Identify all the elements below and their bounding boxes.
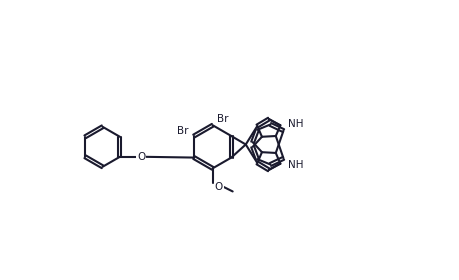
Text: NH: NH [287,119,303,129]
Text: O: O [214,182,223,192]
Text: Br: Br [177,126,189,136]
Text: Br: Br [217,114,228,124]
Text: O: O [137,152,145,162]
Text: NH: NH [287,160,303,169]
